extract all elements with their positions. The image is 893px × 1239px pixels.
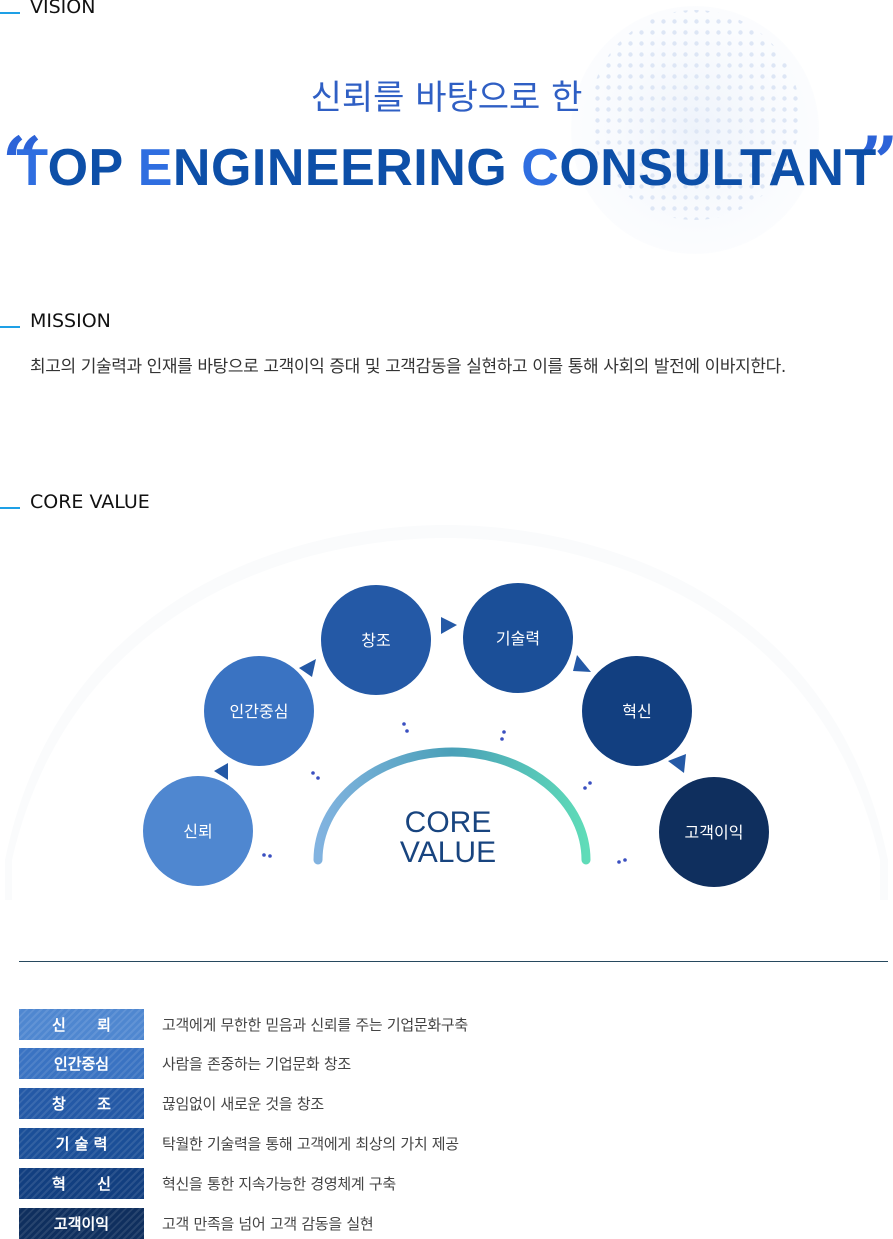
section-marker — [0, 326, 20, 328]
value-badge: 창 조 — [19, 1088, 144, 1119]
arrow-icon — [668, 754, 686, 773]
arrow-icon — [573, 655, 591, 672]
vision-section-header: VISION — [0, 0, 95, 19]
vision-headline: TOP ENGINEERING CONSULTANT — [0, 138, 893, 198]
value-description: 끊임없이 새로운 것을 창조 — [162, 1095, 324, 1113]
value-description: 사람을 존중하는 기업문화 창조 — [162, 1055, 351, 1073]
decorative-dots — [262, 722, 627, 864]
headline-word-2-initial: E — [137, 139, 173, 197]
circle-label: 인간중심 — [230, 702, 289, 721]
mission-section-header: MISSION — [0, 309, 111, 333]
core-value-circle: 창조 — [321, 585, 431, 695]
core-value-arc — [313, 747, 591, 865]
value-description: 혁신을 통한 지속가능한 경영체계 구축 — [162, 1175, 396, 1193]
core-value-row: 고객이익 고객 만족을 넘어 고객 감동을 실현 — [19, 1208, 374, 1239]
vision-subtitle: 신뢰를 바탕으로 한 — [310, 78, 583, 118]
core-value-row: 인간중심 사람을 존중하는 기업문화 창조 — [19, 1048, 351, 1079]
circle-shape — [321, 585, 431, 695]
circle-shape — [143, 776, 253, 886]
circle-label: 고객이익 — [685, 823, 744, 842]
core-value-circle: 고객이익 — [659, 777, 769, 887]
value-badge: 고객이익 — [19, 1208, 144, 1239]
value-badge: 인간중심 — [19, 1048, 144, 1079]
core-value-circle: 기술력 — [463, 583, 573, 693]
headline-word-1-rest: OP — [47, 139, 124, 197]
core-value-row: 신 뢰 고객에게 무한한 믿음과 신뢰를 주는 기업문화구축 — [19, 1009, 468, 1040]
open-quote-mark: “ — [2, 121, 43, 204]
mission-statement: 최고의 기술력과 인재를 바탕으로 고객이익 증대 및 고객감동을 실현하고 이… — [30, 357, 786, 377]
circle-shape — [204, 656, 314, 766]
core-center-line2: VALUE — [400, 836, 496, 869]
core-value-row: 창 조 끊임없이 새로운 것을 창조 — [19, 1088, 324, 1119]
headline-word-3-rest: ONSULTANT — [559, 139, 877, 197]
circle-shape — [463, 583, 573, 693]
core-value-row: 기 술 력 탁월한 기술력을 통해 고객에게 최상의 가치 제공 — [19, 1128, 459, 1159]
circle-label: 혁신 — [622, 702, 651, 721]
headline-word-1-initial: T — [16, 139, 48, 197]
arrow-icon — [214, 763, 228, 780]
value-description: 고객 만족을 넘어 고객 감동을 실현 — [162, 1215, 374, 1233]
circle-label: 기술력 — [496, 629, 540, 648]
core-value-label: CORE VALUE — [30, 491, 150, 513]
circle-shape — [659, 777, 769, 887]
core-value-circle: 혁신 — [582, 656, 692, 766]
dot-pattern-decoration — [571, 6, 819, 254]
value-badge: 기 술 력 — [19, 1128, 144, 1159]
circle-label: 신뢰 — [183, 822, 212, 841]
core-value-section-header: CORE VALUE — [0, 490, 150, 514]
core-value-circle: 신뢰 — [143, 776, 253, 886]
vision-label: VISION — [30, 0, 96, 18]
circle-label: 창조 — [361, 631, 390, 650]
arrow-icon — [299, 659, 316, 677]
core-value-row: 혁 신 혁신을 통한 지속가능한 경영체계 구축 — [19, 1168, 396, 1199]
section-marker — [0, 507, 20, 509]
close-quote-mark: ” — [858, 128, 893, 198]
section-marker — [0, 12, 20, 14]
headline-word-3-initial: C — [521, 139, 560, 197]
value-description: 고객에게 무한한 믿음과 신뢰를 주는 기업문화구축 — [162, 1016, 468, 1034]
value-badge: 혁 신 — [19, 1168, 144, 1199]
value-badge: 신 뢰 — [19, 1009, 144, 1040]
circle-shape — [582, 656, 692, 766]
core-value-circle: 인간중심 — [204, 656, 314, 766]
headline-word-2-rest: NGINEERING — [172, 139, 508, 197]
core-center-line1: CORE — [405, 806, 492, 839]
mission-label: MISSION — [30, 310, 111, 332]
value-description: 탁월한 기술력을 통해 고객에게 최상의 가치 제공 — [162, 1135, 459, 1153]
divider — [19, 961, 888, 962]
arrow-icon — [441, 617, 457, 634]
flow-arrows — [214, 617, 686, 780]
